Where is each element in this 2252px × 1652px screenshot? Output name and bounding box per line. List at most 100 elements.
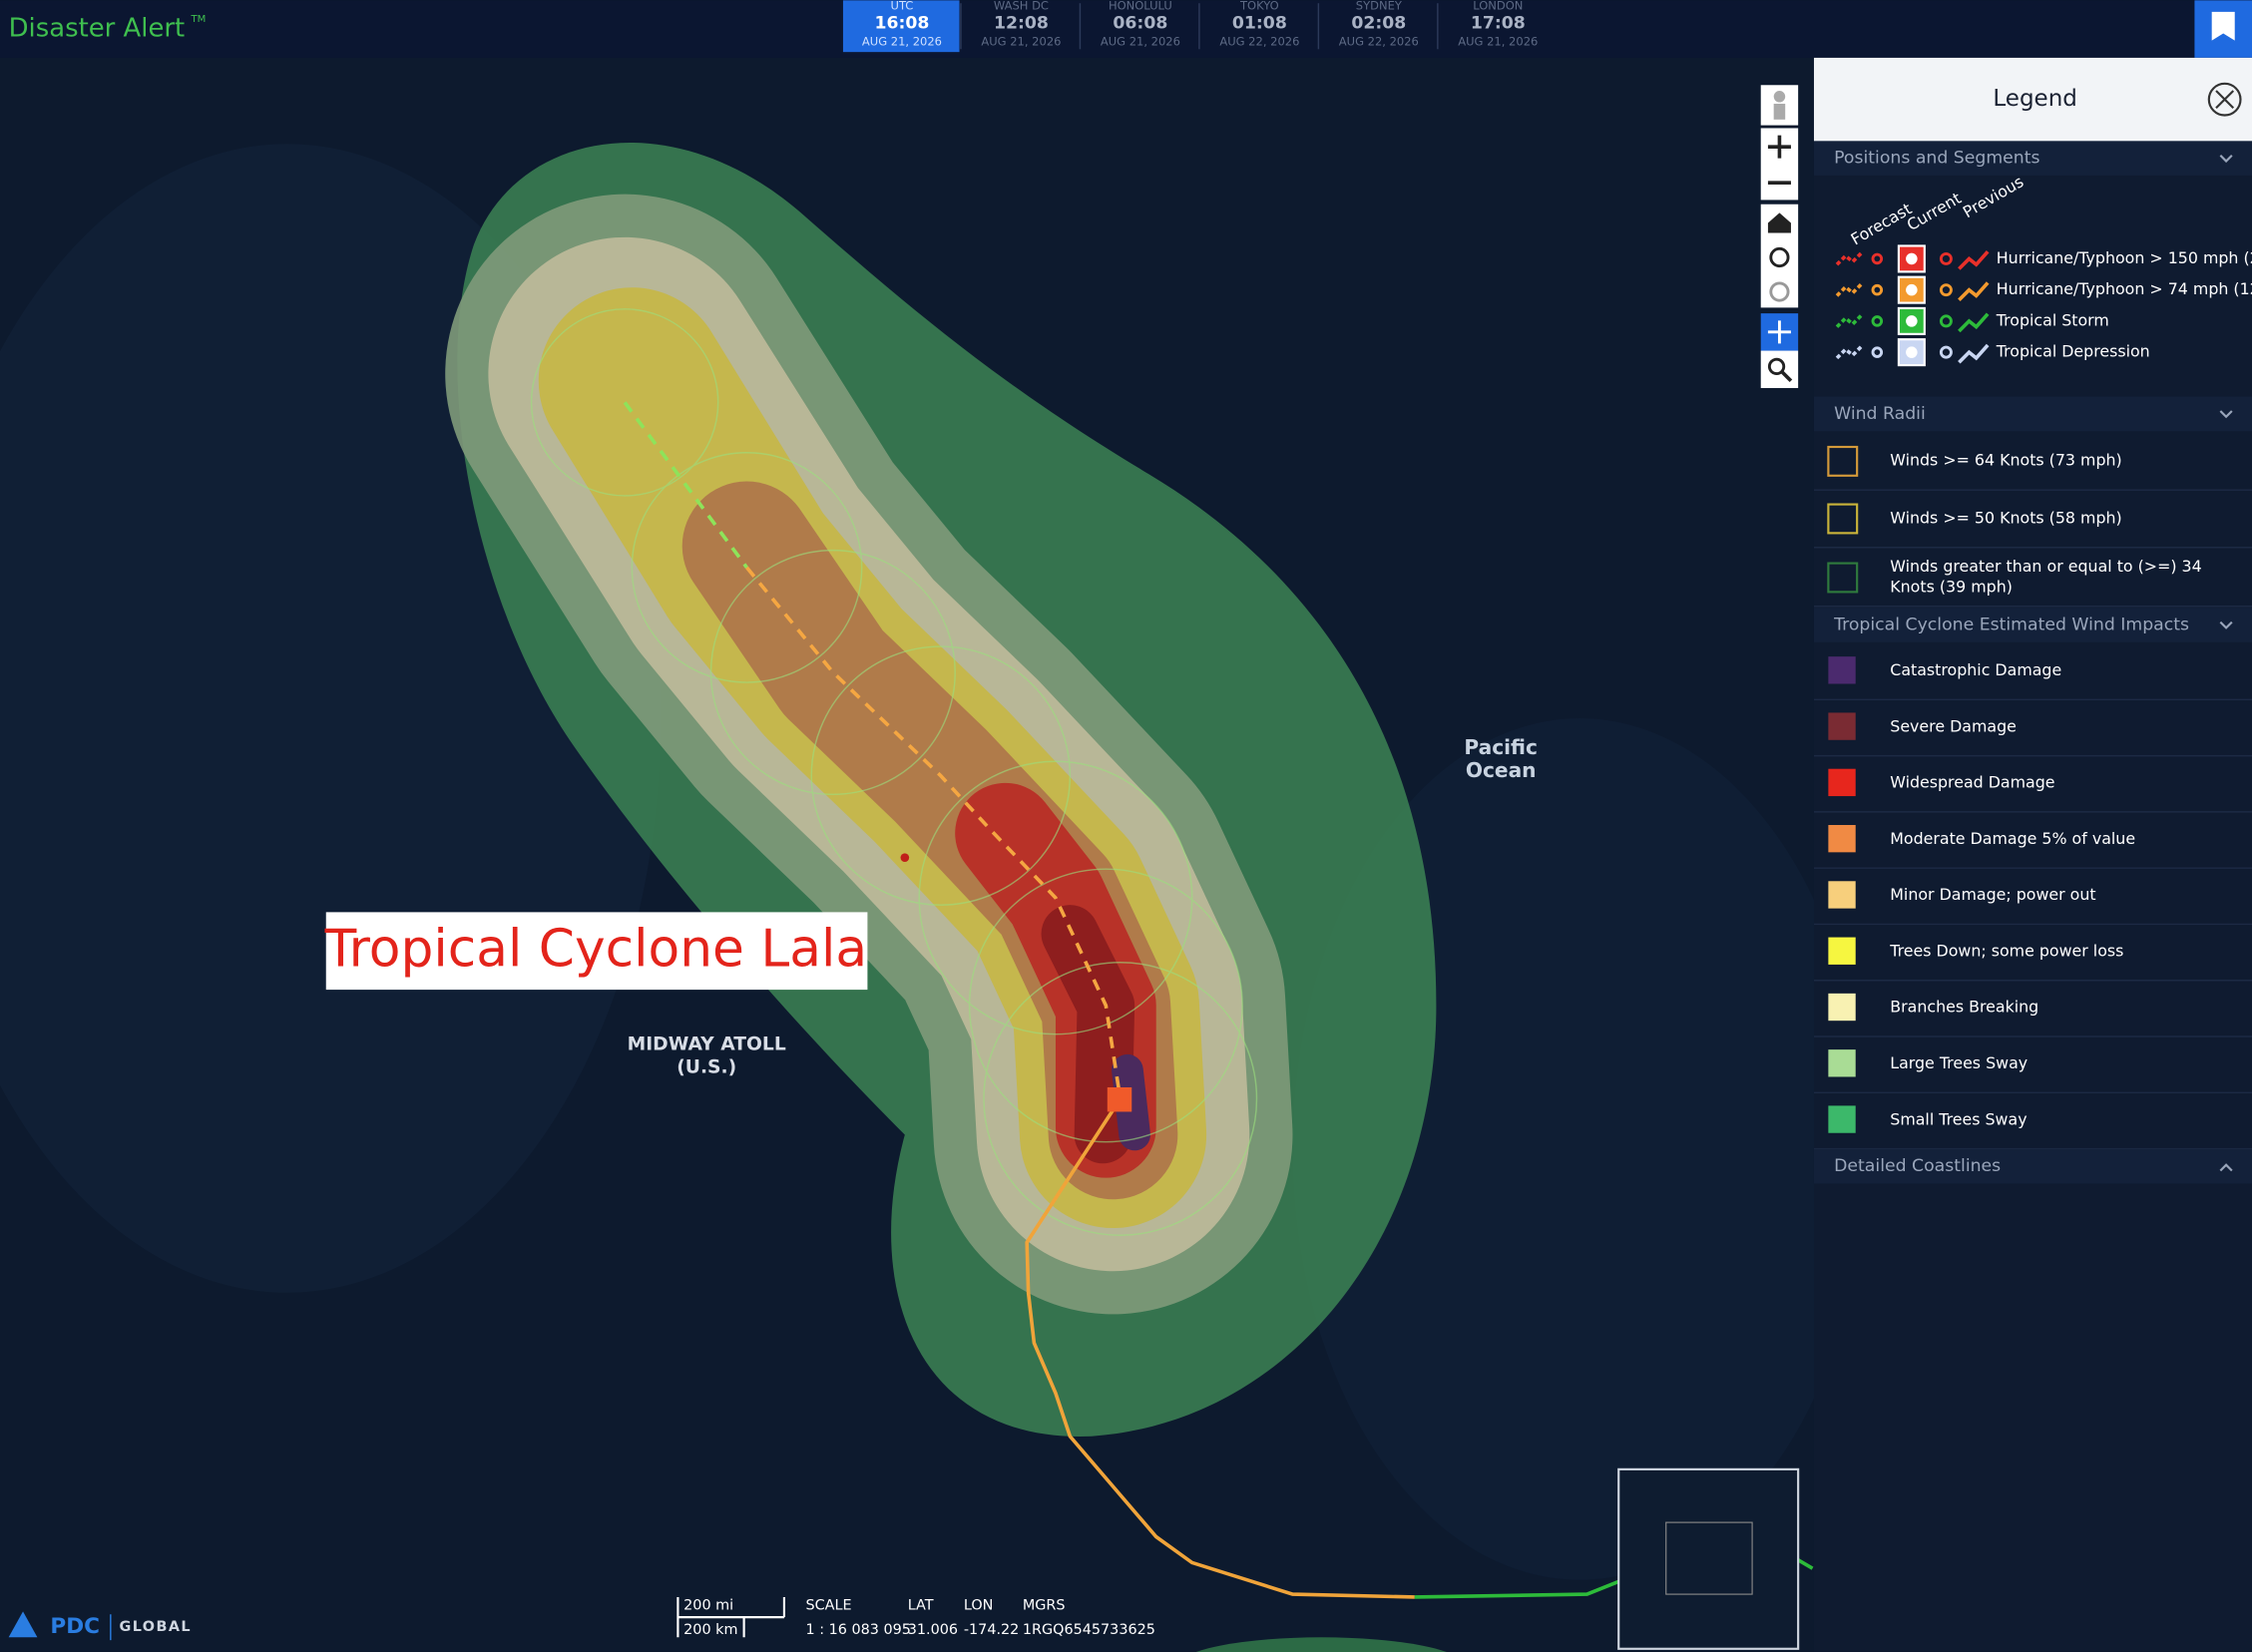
icon	[1767, 212, 1791, 233]
radius	[709, 549, 956, 796]
clock-time: 02:08	[1351, 13, 1406, 33]
clock-date: AUG 21, 2026	[981, 35, 1061, 49]
previous-icon	[1958, 250, 1990, 270]
previous-track	[1025, 1097, 1415, 1599]
status-fields: SCALE 1 : 16 083 095 LAT 31.006 LON -174.22MG…	[806, 1598, 1155, 1638]
icon	[1773, 91, 1786, 103]
legend-label: Trees Down; some power loss	[1889, 941, 2123, 960]
icon	[1773, 103, 1786, 120]
clock-time: 16:08	[874, 13, 929, 33]
forecast-icon	[1871, 346, 1884, 358]
status-value: -174.22	[964, 1622, 1020, 1638]
swatch	[1828, 712, 1856, 740]
section-heading: Positions and Segments	[1834, 149, 2039, 169]
ocean-label: Ocean	[1466, 758, 1537, 782]
current-icon	[1906, 283, 1918, 296]
clock-zone: WASH DC	[994, 0, 1049, 13]
legend-panel	[1813, 57, 2252, 1652]
clock-zone: HONOLULU	[1109, 0, 1172, 13]
overview-map[interactable]	[1617, 1467, 1800, 1650]
previous-icon	[1958, 343, 1990, 364]
swatch	[1828, 768, 1856, 797]
clock-date: AUG 22, 2026	[1339, 35, 1419, 49]
annotation: Tropical Cyclone Lala	[324, 920, 868, 980]
close-button[interactable]	[2207, 82, 2242, 117]
section-header[interactable]	[1813, 141, 2252, 176]
section-header[interactable]	[1813, 396, 2252, 432]
forecast-icon	[1871, 252, 1884, 265]
clock-zone: SYDNEY	[1356, 0, 1403, 13]
section-header[interactable]	[1813, 1148, 2252, 1184]
legend-header	[1813, 57, 2252, 142]
scale-bar	[676, 1596, 785, 1638]
zoom-box[interactable]	[1760, 350, 1799, 388]
scale-mi: 200 mi	[683, 1598, 733, 1614]
clock-zone: TOKYO	[1239, 0, 1279, 13]
icon	[2215, 90, 2235, 110]
legend-label: Winds >= 50 Knots (58 mph)	[1890, 508, 2122, 528]
clock-date: AUG 22, 2026	[1219, 35, 1299, 49]
radius	[983, 962, 1258, 1236]
forecast-icon	[1835, 345, 1863, 360]
clock-date: AUG 21, 2026	[862, 35, 942, 49]
previous-icon	[1958, 312, 1990, 333]
clock-date: AUG 21, 2026	[1101, 35, 1180, 49]
forecast-track	[745, 566, 1123, 1099]
legend-label: Tropical Depression	[1996, 342, 2150, 361]
swatch	[1828, 937, 1856, 965]
clock-date: AUG 21, 2026	[1458, 35, 1538, 49]
legend-label: Small Trees Sway	[1890, 1109, 2027, 1128]
section-heading: Detailed Coastlines	[1834, 1156, 2001, 1176]
icon	[1781, 370, 1793, 383]
legend-label: Hurricane/Typhoon > 74 mph (120	[1997, 279, 2252, 298]
app-title[interactable]: Disaster Alert	[9, 14, 186, 44]
swatch	[1828, 824, 1856, 853]
section-header[interactable]	[1813, 608, 2252, 642]
current-icon	[1906, 346, 1918, 358]
swatch	[1827, 503, 1859, 535]
current-icon	[1906, 252, 1918, 265]
legend-label: Severe Damage	[1890, 716, 2017, 735]
swatch	[1828, 881, 1856, 909]
place-label: MIDWAY ATOLL	[628, 1033, 786, 1054]
swatch	[1828, 1105, 1856, 1133]
wind-swath	[1195, 1637, 1447, 1652]
legend-label: Winds >= 64 Knots (73 mph)	[1890, 451, 2122, 471]
legend-label: Widespread Damage	[1890, 773, 2054, 792]
current-position[interactable]	[1107, 1086, 1132, 1112]
previous-icon	[1939, 345, 1953, 359]
legend-label-box: Winds >= 50 Knots (58 mph)	[1890, 508, 2122, 528]
clock-time: 17:08	[1471, 13, 1526, 33]
chevron	[2219, 155, 2233, 164]
forecast-icon	[1835, 282, 1863, 297]
forecast-track	[623, 401, 748, 569]
forecast-icon	[1871, 283, 1884, 296]
legend-title: Legend	[1993, 86, 2077, 112]
previous-icon	[1939, 314, 1953, 328]
clock-active[interactable]	[842, 0, 960, 53]
icon	[1769, 246, 1790, 268]
section-heading: Tropical Cyclone Estimated Wind Impacts	[1833, 615, 2189, 634]
overview-extent	[1665, 1521, 1753, 1595]
legend-label: Hurricane/Typhoon > 150 mph (24	[1997, 248, 2252, 267]
swatch	[1827, 562, 1859, 594]
chevron	[2219, 410, 2233, 419]
legend-label: Large Trees Sway	[1890, 1053, 2027, 1072]
chevron	[2219, 1163, 2233, 1172]
scale-km: 200 km	[683, 1622, 737, 1638]
radius	[631, 452, 863, 683]
legend-label: Branches Breaking	[1890, 998, 2038, 1017]
status-value: 1 : 16 083 095	[806, 1622, 911, 1638]
ocean-label: Pacific	[1464, 735, 1538, 759]
clock-time: 06:08	[1113, 13, 1167, 33]
logo: PDC	[50, 1614, 100, 1639]
legend-label: Minor Damage; power out	[1890, 885, 2095, 904]
legend-label: Winds greater than or equal to (>=) 34 K…	[1890, 557, 2202, 597]
forecast-icon	[1835, 313, 1863, 328]
legend-label: Moderate Damage 5% of value	[1890, 829, 2135, 848]
clock-zone: LONDON	[1473, 0, 1523, 13]
forecast-icon	[1835, 251, 1863, 266]
marker	[900, 853, 910, 862]
